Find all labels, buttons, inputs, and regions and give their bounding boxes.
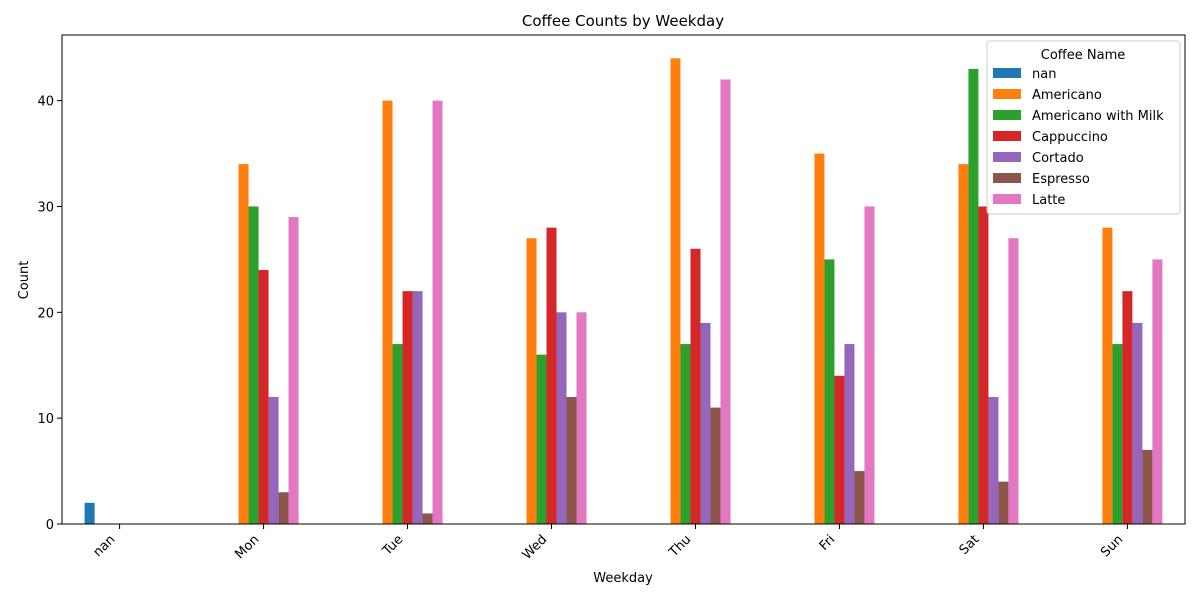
legend-swatch xyxy=(993,194,1021,204)
bar xyxy=(258,269,269,524)
bar xyxy=(988,396,999,524)
bar xyxy=(546,227,557,525)
bar xyxy=(998,481,1009,524)
x-tick-label: Thu xyxy=(666,532,695,561)
bar xyxy=(670,58,681,525)
y-axis-title: Count xyxy=(17,261,32,300)
bar xyxy=(700,322,711,524)
bar xyxy=(834,375,845,524)
bar xyxy=(680,344,691,524)
legend-swatch xyxy=(993,110,1021,120)
legend-title: Coffee Name xyxy=(1041,48,1125,63)
bar xyxy=(824,259,835,524)
bar xyxy=(710,407,721,524)
legend-entry-label: Espresso xyxy=(1032,172,1090,187)
x-axis-title: Weekday xyxy=(593,571,653,586)
bar xyxy=(1132,322,1143,524)
bar xyxy=(814,153,825,524)
bars-group xyxy=(84,58,1163,525)
bar xyxy=(690,248,701,525)
x-tick-label: Sat xyxy=(957,532,983,558)
bar xyxy=(854,471,865,524)
x-tick-label: Tue xyxy=(379,532,406,559)
bar xyxy=(1142,449,1153,524)
bar xyxy=(422,513,433,524)
legend-swatch xyxy=(993,68,1021,78)
legend-frame xyxy=(986,40,1181,215)
legend-swatch xyxy=(993,89,1021,99)
legend-entry-label: Cappuccino xyxy=(1032,130,1108,145)
legend-swatch xyxy=(993,173,1021,183)
bar xyxy=(864,206,875,524)
bar xyxy=(958,164,969,524)
bar xyxy=(1122,291,1133,524)
bar xyxy=(382,100,393,524)
bar xyxy=(268,396,279,524)
bar xyxy=(392,344,403,524)
legend-swatch xyxy=(993,152,1021,162)
bar xyxy=(278,492,289,524)
y-tick-label: 10 xyxy=(37,412,54,427)
x-tick-label: nan xyxy=(91,532,119,560)
bar xyxy=(1008,238,1019,525)
bar xyxy=(1112,344,1123,524)
x-tick-label: Wed xyxy=(520,532,551,563)
bar xyxy=(248,206,259,524)
y-tick-label: 20 xyxy=(37,306,54,321)
bar xyxy=(402,291,413,524)
x-tick-label: Sun xyxy=(1098,532,1126,560)
bar xyxy=(576,312,587,524)
bar xyxy=(978,206,989,524)
bar xyxy=(1102,227,1113,525)
legend: Coffee Name nan Americano Americano with M… xyxy=(986,40,1181,215)
bar xyxy=(288,217,299,524)
y-tick-label: 0 xyxy=(46,518,54,533)
bar xyxy=(556,312,567,524)
legend-entry-label: Americano with Milk xyxy=(1032,109,1164,124)
bar xyxy=(844,344,855,524)
legend-entry-label: Americano xyxy=(1032,88,1102,103)
bar xyxy=(412,291,423,524)
bar xyxy=(536,354,547,524)
bar xyxy=(238,164,249,524)
bar xyxy=(526,238,537,525)
bar xyxy=(720,79,731,525)
bar xyxy=(566,396,577,524)
chart-title: Coffee Counts by Weekday xyxy=(522,12,724,30)
bar xyxy=(968,68,979,525)
legend-swatch xyxy=(993,131,1021,141)
legend-entry-label: nan xyxy=(1032,67,1056,82)
bar xyxy=(84,502,95,524)
x-tick-label: Mon xyxy=(232,532,262,562)
y-tick-label: 30 xyxy=(37,200,54,215)
y-tick-label: 40 xyxy=(37,95,54,110)
x-tick-label: Fri xyxy=(817,532,839,554)
bar xyxy=(432,100,443,524)
legend-entry-label: Cortado xyxy=(1032,151,1084,166)
bar xyxy=(1152,259,1163,524)
axes-frame xyxy=(61,34,1186,525)
legend-entry-label: Latte xyxy=(1032,193,1065,208)
